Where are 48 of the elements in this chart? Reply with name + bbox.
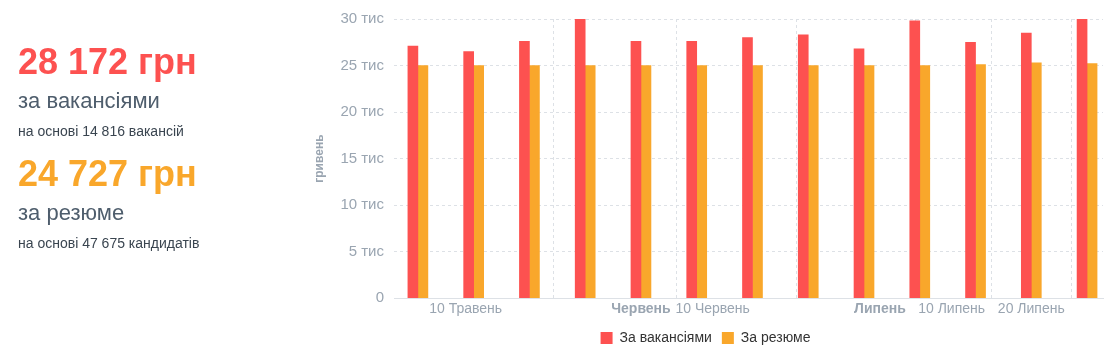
bar bbox=[696, 65, 708, 299]
text: за резюме bbox=[18, 199, 126, 227]
bar bbox=[742, 37, 753, 299]
text: 28 172 грн bbox=[18, 40, 198, 84]
text: 24 727 грн bbox=[18, 152, 198, 196]
legend-label: За резюме bbox=[740, 328, 811, 345]
x-tick-label: 20 Липень bbox=[997, 300, 1065, 317]
bar bbox=[630, 41, 642, 299]
bar bbox=[574, 19, 586, 299]
y-tick-label: 20 тис bbox=[340, 102, 385, 120]
bar bbox=[975, 64, 986, 299]
bar bbox=[965, 41, 976, 299]
y-tick-label: 25 тис bbox=[340, 55, 385, 73]
x-tick-label: 10 Травень bbox=[429, 300, 503, 317]
bar bbox=[1030, 62, 1042, 299]
bar bbox=[797, 34, 809, 299]
bar bbox=[1086, 63, 1098, 299]
bar bbox=[1020, 32, 1032, 299]
x-tick-label: Липень bbox=[854, 300, 907, 317]
bar bbox=[807, 65, 819, 299]
legend-label: За вакансіями bbox=[619, 328, 712, 345]
bar bbox=[417, 65, 429, 299]
bar bbox=[529, 65, 540, 299]
bar bbox=[752, 65, 763, 299]
bar bbox=[853, 48, 865, 299]
bar bbox=[473, 65, 484, 299]
y-tick-label: 10 тис bbox=[340, 195, 385, 213]
bar bbox=[463, 51, 474, 299]
x-tick-label: 10 Липень bbox=[918, 300, 986, 317]
bar bbox=[640, 65, 652, 299]
bar bbox=[686, 41, 698, 299]
x-tick-label: 10 Червень bbox=[675, 300, 750, 317]
bar bbox=[1076, 19, 1088, 299]
bar bbox=[407, 45, 419, 299]
text: на основі 14 816 вакансій bbox=[18, 122, 185, 141]
bar bbox=[584, 65, 596, 299]
y-axis-title: гривень bbox=[311, 134, 326, 183]
bar bbox=[909, 20, 921, 299]
y-tick-label: 5 тис bbox=[348, 241, 385, 259]
bar bbox=[863, 65, 875, 299]
bar bbox=[919, 65, 931, 299]
y-tick-label: 30 тис bbox=[340, 9, 385, 27]
y-tick-label: 15 тис bbox=[340, 148, 385, 166]
y-tick-label: 0 bbox=[375, 288, 384, 306]
x-tick-label: Червень bbox=[611, 300, 672, 317]
text: за вакансіями bbox=[18, 87, 161, 115]
text: на основі 47 675 кандидатів bbox=[18, 234, 201, 253]
bar bbox=[519, 41, 530, 299]
